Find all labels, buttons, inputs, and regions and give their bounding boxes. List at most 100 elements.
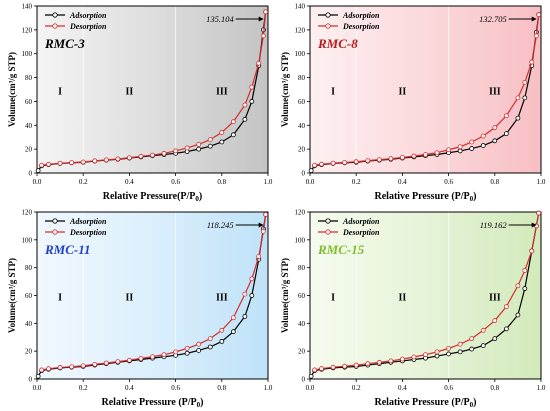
data-point-desorption [411,153,417,159]
region-label-3: III [489,87,501,98]
data-point-desorption [161,352,167,358]
y-tick-label: 140 [295,3,306,11]
data-point-adsorption [492,138,498,144]
data-point-desorption [388,156,394,162]
region-label-2: II [399,293,407,304]
data-point-desorption [184,145,190,151]
y-tick-label: 0 [302,376,306,384]
legend-marker-desorption [325,23,331,29]
y-tick-label: 120 [22,26,33,34]
y-tick-label: 40 [25,122,33,130]
y-tick-label: 20 [298,348,306,356]
data-point-desorption [365,158,371,163]
data-point-desorption [503,113,509,119]
x-tick-label: 0.6 [444,178,453,186]
x-axis-label-close: ) [473,191,476,202]
data-point-desorption [173,349,179,355]
y-tick-label: 100 [295,50,306,58]
y-tick-label: 140 [22,3,33,11]
x-tick-label: 0.6 [171,178,180,186]
y-axis-label: Volume(cm³/g STP) [7,258,17,333]
x-tick-label: 0.4 [125,178,134,186]
x-tick-label: 0.8 [490,178,499,186]
data-point-desorption [330,364,336,370]
legend-label-adsorption: Adsorption [342,11,380,20]
x-axis-label-subscript: 0 [195,195,199,203]
plot-background [37,212,268,379]
data-point-desorption [446,147,452,153]
data-point-desorption [184,345,190,351]
region-label-1: I [58,293,62,304]
y-axis-label: Volume(cm³/g STP) [280,52,290,127]
annotation-arrow-head [258,222,264,228]
x-tick-label: 0.2 [79,384,88,392]
data-point-desorption [242,102,248,108]
data-point-adsorption [503,131,509,137]
x-tick-label: 0.0 [33,384,42,392]
x-tick-label: 0.8 [217,384,226,392]
data-point-desorption [126,357,132,363]
data-point-desorption [376,359,382,365]
data-point-desorption [399,155,405,160]
data-point-desorption [69,160,75,166]
data-point-desorption [126,155,132,161]
x-axis-label-close: ) [200,397,203,408]
x-tick-label: 0.0 [33,178,42,186]
y-tick-label: 80 [298,74,306,82]
data-point-desorption [219,327,225,333]
data-point-adsorption [308,373,314,379]
data-point-desorption [457,144,463,150]
annotation-max-value: 135.104 [206,14,234,24]
data-point-desorption [256,60,262,66]
legend-marker-adsorption [325,218,331,224]
data-point-desorption [492,318,498,323]
data-point-desorption [260,229,266,234]
data-point-desorption [533,33,539,39]
data-point-desorption [196,341,202,347]
plot-frame [309,5,542,174]
region-label-1: I [331,87,335,98]
data-point-desorption [423,152,428,157]
data-point-adsorption [480,343,486,349]
x-axis-label-main: Relative Pressure(P/P [103,191,196,202]
data-point-desorption [469,139,475,145]
data-point-desorption [434,150,440,156]
annotation-max-value: 119.162 [480,220,508,230]
y-tick-label: 80 [25,264,33,272]
region-label-3: III [216,87,228,98]
data-point-desorption [115,156,121,162]
data-point-desorption [249,276,255,282]
data-point-desorption [536,12,542,18]
data-point-desorption [57,365,63,370]
x-tick-label: 0.2 [79,178,88,186]
data-point-desorption [219,130,225,135]
legend-label-adsorption: Adsorption [342,217,380,226]
data-point-desorption [434,349,440,355]
data-point-adsorption [522,286,528,291]
x-tick-label: 0.4 [398,384,407,392]
data-point-desorption [69,364,75,370]
data-point-desorption [515,283,521,289]
data-point-adsorption [207,344,213,350]
data-point-desorption [92,361,98,367]
data-point-desorption [249,84,255,90]
data-point-desorption [103,157,109,163]
y-tick-label: 60 [25,98,33,106]
data-point-adsorption [219,339,225,344]
region-label-1: I [331,293,335,304]
plot-background [37,6,268,173]
data-point-desorption [365,361,371,367]
legend-label-adsorption: Adsorption [69,11,107,20]
y-tick-label: 20 [25,146,33,154]
legend-label-desorption: Desorption [342,22,380,31]
legend-marker-desorption [52,23,58,29]
data-point-adsorption [515,115,521,121]
legend-label-adsorption: Adsorption [69,217,107,226]
data-point-adsorption [515,312,521,318]
data-point-adsorption [184,350,190,356]
y-tick-label: 40 [298,122,306,130]
y-tick-label: 40 [25,320,33,328]
